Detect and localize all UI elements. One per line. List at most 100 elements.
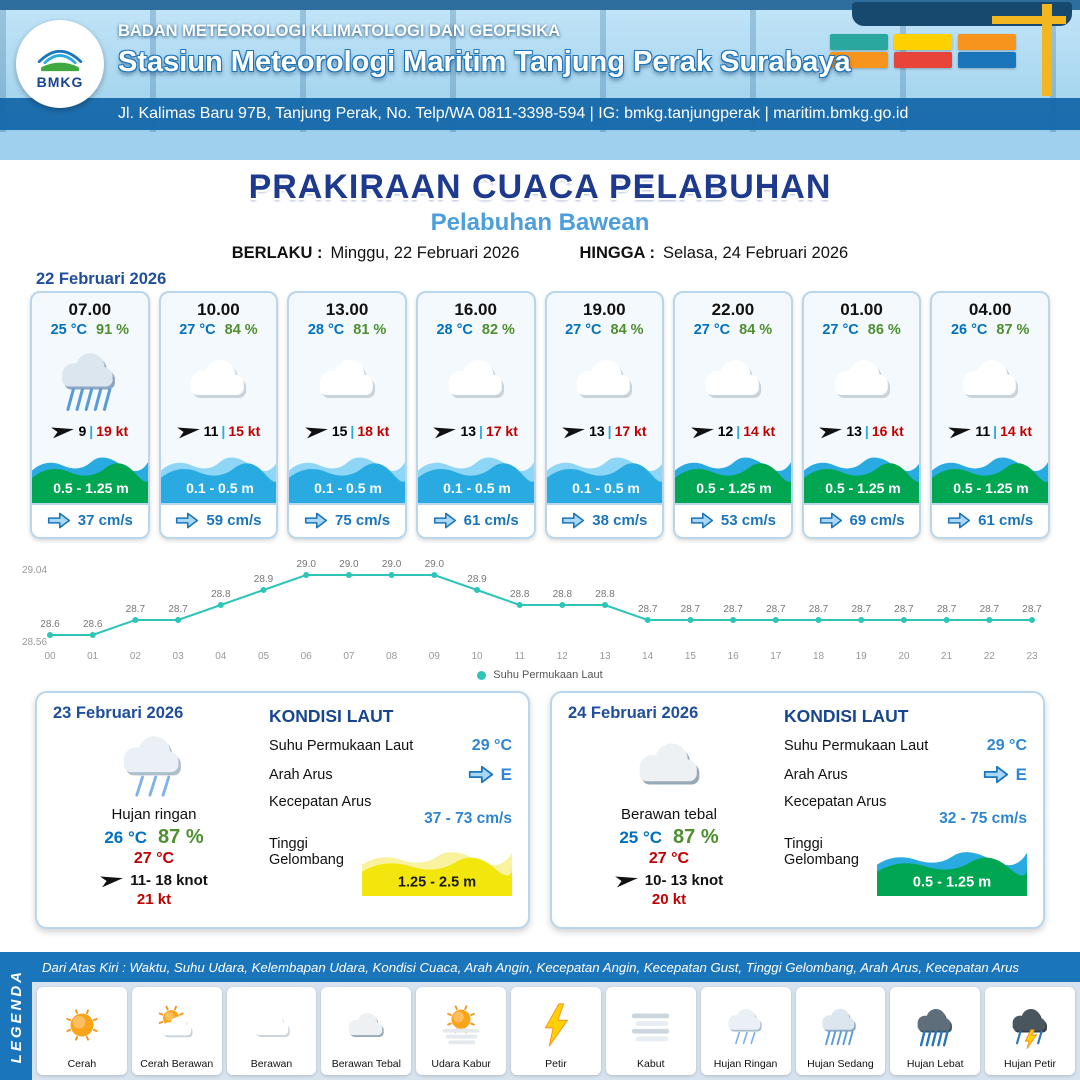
svg-text:01: 01 xyxy=(87,651,99,662)
address-text: Jl. Kalimas Baru 97B, Tanjung Perak, No.… xyxy=(118,105,909,122)
daily-temp-min: 25 °C xyxy=(619,828,663,847)
card-temperature: 28 °C xyxy=(307,322,345,338)
daily-humidity: 87 % xyxy=(158,826,204,848)
agency-name: BADAN METEOROLOGI KLIMATOLOGI DAN GEOFIS… xyxy=(118,22,561,40)
legend-item-kabut: Kabut xyxy=(605,987,696,1075)
svg-text:28.7: 28.7 xyxy=(638,604,658,615)
card-time: 07.00 xyxy=(68,300,112,319)
hourly-card-13.00: 13.00 28 °C 81 % 15 | 18 kt 0.1 - 0.5 m 75 cm/s xyxy=(287,291,407,539)
header-address-bar: Jl. Kalimas Baru 97B, Tanjung Perak, No.… xyxy=(0,98,1080,130)
bmkg-logo: BMKG xyxy=(16,20,104,108)
separator: | xyxy=(736,423,741,439)
legend-item-hujan-petir: Hujan Petir xyxy=(985,987,1075,1075)
svg-text:0.5 - 1.25 m: 0.5 - 1.25 m xyxy=(825,480,901,496)
card-wave-band: 0.1 - 0.5 m xyxy=(546,447,663,503)
card-current: 38 cm/s xyxy=(546,503,663,537)
card-wave-band: 0.5 - 1.25 m xyxy=(932,447,1049,503)
card-gust: 17 kt xyxy=(614,423,647,439)
daily-gust: 21 kt xyxy=(136,891,172,908)
logo-text: BMKG xyxy=(36,73,84,90)
card-gust: 18 kt xyxy=(357,423,390,439)
header-text: BADAN METEOROLOGI KLIMATOLOGI DAN GEOFIS… xyxy=(118,22,851,79)
hourly-card-07.00: 07.00 25 °C 91 % 9 | 19 kt 0.5 - 1.25 m 37 cm/s xyxy=(30,291,150,539)
card-current: 59 cm/s xyxy=(160,503,277,537)
card-temperature: 25 °C xyxy=(50,322,87,338)
sst-chart: 28.6 00 28.6 01 28.7 02 28.7 03 28.8 04 28.9 05 29.0… xyxy=(20,545,1060,667)
current-dir-label: Arah Arus xyxy=(783,766,848,783)
validity-row: BERLAKU : Minggu, 22 Februari 2026 HINGGA… xyxy=(0,244,1080,263)
current-direction-icon xyxy=(983,765,1008,784)
card-current-value: 53 cm/s xyxy=(720,512,776,529)
hingga-value: Selasa, 24 Februari 2026 xyxy=(662,244,849,262)
card-gust: 15 kt xyxy=(228,423,261,439)
legend-item-cerah: Cerah xyxy=(37,987,127,1075)
card-temperature: 27 °C xyxy=(179,322,216,338)
separator: | xyxy=(350,423,355,439)
legend-item-label: Hujan Petir xyxy=(1004,1058,1056,1071)
legend-item-hujan-lebat: Hujan Lebat xyxy=(890,987,981,1075)
legend-item-udara-kabur: Udara Kabur xyxy=(416,987,507,1075)
current-direction-icon xyxy=(304,512,328,529)
card-wind-speed: 13 xyxy=(460,423,477,439)
svg-text:08: 08 xyxy=(386,651,398,662)
current-speed-value: 37 - 73 cm/s xyxy=(424,810,512,827)
sea-conditions-column: KONDISI LAUT Suhu Permukaan Laut 29 °C Arah… xyxy=(770,704,1028,917)
header: Jl. Kalimas Baru 97B, Tanjung Perak, No.… xyxy=(0,0,1080,160)
card-gust: 17 kt xyxy=(485,423,518,439)
card-wind-speed: 12 xyxy=(717,423,734,439)
svg-text:29.0: 29.0 xyxy=(296,559,316,570)
sun-cloud-icon xyxy=(153,990,201,1059)
card-temperature: 27 °C xyxy=(693,322,731,338)
current-direction-icon xyxy=(562,512,585,529)
card-current: 61 cm/s xyxy=(417,503,534,537)
legend-items: Cerah Cerah Berawan Berawan Berawan Tebal Ud… xyxy=(32,982,1080,1080)
svg-text:20: 20 xyxy=(898,651,910,662)
card-wind: 13 | 16 kt xyxy=(819,422,904,440)
sun-icon xyxy=(58,990,106,1059)
card-current: 61 cm/s xyxy=(932,503,1048,537)
svg-text:28.7: 28.7 xyxy=(723,604,743,615)
daily-humidity: 87 % xyxy=(673,826,719,848)
hourly-card-22.00: 22.00 27 °C 84 % 12 | 14 kt 0.5 - 1.25 m 53 cm/… xyxy=(673,291,793,539)
legend-item-berawan: Berawan xyxy=(226,987,317,1075)
svg-text:28.9: 28.9 xyxy=(254,574,274,585)
sst-value: 29 °C xyxy=(986,737,1027,754)
page-title: PRAKIRAAN CUACA PELABUHAN xyxy=(248,168,832,206)
svg-text:0.5 - 1.25 m: 0.5 - 1.25 m xyxy=(696,480,772,496)
sea-conditions-column: KONDISI LAUT Suhu Permukaan Laut 29 °C Arah… xyxy=(255,704,513,917)
legend-item-label: Cerah Berawan xyxy=(140,1058,214,1071)
wave-height-label: Tinggi Gelombang xyxy=(268,836,344,868)
card-time: 04.00 xyxy=(968,300,1012,319)
svg-text:1.25 - 2.5 m: 1.25 - 2.5 m xyxy=(398,874,476,890)
hourly-card-19.00: 19.00 27 °C 84 % 13 | 17 kt 0.1 - 0.5 m 38 cm/s xyxy=(544,291,665,539)
legend-item-label: Berawan xyxy=(250,1058,293,1071)
svg-text:29.0: 29.0 xyxy=(425,559,445,570)
cloud-icon xyxy=(248,990,296,1059)
rain-mid-icon xyxy=(52,338,128,420)
cloud-icon xyxy=(952,338,1028,420)
separator: | xyxy=(864,423,869,439)
rain-light-icon xyxy=(113,723,195,805)
wind-direction-icon xyxy=(433,427,457,439)
svg-text:28.7: 28.7 xyxy=(937,604,957,615)
wave-height-badge: 1.25 - 2.5 m xyxy=(362,842,513,896)
cloud-dark-icon xyxy=(628,723,710,805)
wave-height-graphic: 0.1 - 0.5 m xyxy=(546,457,663,503)
card-wind-speed: 15 xyxy=(331,423,348,439)
daily-wind-range: 10- 13 knot xyxy=(644,871,724,889)
legend-footer: LEGENDA Dari Atas Kiri : Waktu, Suhu Uda… xyxy=(0,952,1080,1080)
daily-cards-row: 23 Februari 2026 Hujan ringan 26 °C 87 % 27 … xyxy=(0,691,1080,929)
daily-date: 23 Februari 2026 xyxy=(53,704,184,722)
legend-item-label: Kabut xyxy=(637,1058,665,1071)
svg-text:28.7: 28.7 xyxy=(126,604,146,615)
card-wave-band: 0.5 - 1.25 m xyxy=(803,447,920,503)
svg-text:04: 04 xyxy=(215,651,227,662)
card-gust: 19 kt xyxy=(96,423,129,439)
rain-mid-icon xyxy=(816,990,864,1059)
svg-text:17: 17 xyxy=(770,651,782,662)
svg-text:22: 22 xyxy=(984,651,996,662)
daily-wind: 10- 13 knot xyxy=(614,871,724,889)
card-humidity: 81 % xyxy=(353,322,387,338)
svg-text:10: 10 xyxy=(471,651,483,662)
validity-from: BERLAKU : Minggu, 22 Februari 2026 xyxy=(232,244,520,263)
